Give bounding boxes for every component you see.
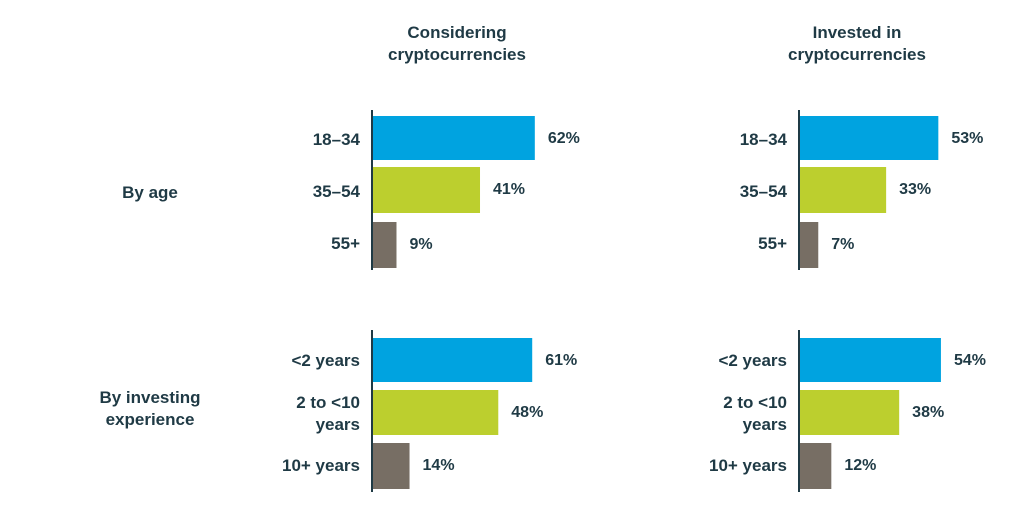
bar	[800, 443, 832, 489]
bar	[800, 338, 941, 382]
category-label: 2 to <10 years	[723, 393, 787, 434]
category-label: 55+	[758, 234, 787, 253]
bar	[800, 167, 887, 213]
category-label: 35–54	[740, 182, 788, 201]
data-label: 48%	[511, 404, 543, 421]
data-label: 12%	[844, 457, 876, 474]
data-label: 41%	[493, 181, 525, 198]
category-label: 18–34	[740, 130, 788, 149]
data-label: 7%	[831, 236, 854, 253]
category-label: 35–54	[313, 182, 361, 201]
bar-panel: 62% 18–34 41% 35–54 9% 55+	[313, 110, 580, 270]
column-title-considering: Considering cryptocurrencies	[388, 23, 526, 64]
category-label: <2 years	[291, 351, 360, 370]
data-label: 14%	[423, 457, 455, 474]
data-label: 54%	[954, 352, 986, 369]
bar	[373, 222, 397, 268]
data-label: 53%	[951, 130, 983, 147]
bar-panel: 54% <2 years 38% 2 to <10 years 12% 10+ years	[709, 330, 986, 492]
bar	[800, 116, 939, 160]
category-label: <2 years	[718, 351, 787, 370]
group-label-by-experience: By investing experience	[99, 388, 200, 429]
data-label: 62%	[548, 130, 580, 147]
bar	[373, 443, 410, 489]
bar	[373, 167, 481, 213]
category-label: 10+ years	[282, 456, 360, 475]
category-label: 2 to <10 years	[296, 393, 360, 434]
data-label: 9%	[409, 236, 432, 253]
category-label: 55+	[331, 234, 360, 253]
bar	[373, 116, 535, 160]
category-label: 18–34	[313, 130, 361, 149]
bar-panel: 53% 18–34 33% 35–54 7% 55+	[740, 110, 983, 270]
bar	[373, 338, 533, 382]
group-label-by-age: By age	[122, 183, 178, 202]
column-title-invested: Invested in cryptocurrencies	[788, 23, 926, 64]
data-label: 61%	[545, 352, 577, 369]
data-label: 38%	[912, 404, 944, 421]
bar	[800, 222, 819, 268]
bar-panel: 61% <2 years 48% 2 to <10 years 14% 10+ years	[282, 330, 577, 492]
bar	[800, 390, 900, 435]
data-label: 33%	[899, 181, 931, 198]
category-label: 10+ years	[709, 456, 787, 475]
bar	[373, 390, 499, 435]
